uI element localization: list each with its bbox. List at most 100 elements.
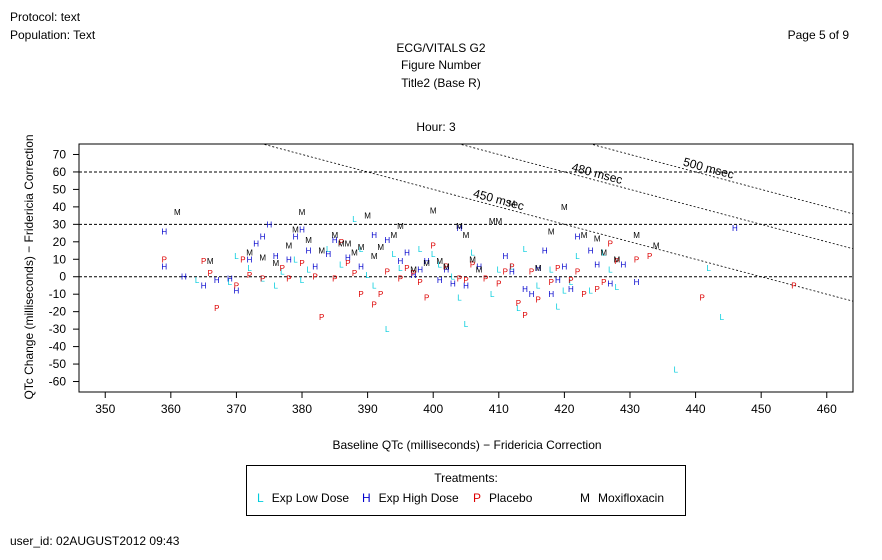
data-point-p: P	[601, 278, 606, 287]
data-point-h: H	[417, 266, 423, 275]
data-point-p: P	[299, 259, 304, 268]
data-point-m: M	[633, 231, 640, 240]
protocol-label: Protocol: text	[10, 10, 81, 24]
data-point-m: M	[397, 222, 404, 231]
data-point-m: M	[305, 236, 312, 245]
y-tick-label: 10	[53, 252, 67, 266]
data-point-m: M	[377, 243, 384, 252]
y-tick-label: 20	[53, 235, 67, 249]
data-point-h: H	[312, 262, 318, 271]
data-point-p: P	[201, 257, 206, 266]
data-point-l: L	[228, 278, 233, 287]
data-point-m: M	[272, 259, 279, 268]
data-point-p: P	[431, 241, 436, 250]
x-tick-label: 430	[620, 402, 640, 416]
data-point-l: L	[569, 278, 574, 287]
data-point-h: H	[443, 266, 449, 275]
data-point-h: H	[345, 254, 351, 263]
data-point-p: P	[595, 285, 600, 294]
y-tick-label: -10	[49, 287, 67, 301]
legend-label: Exp Low Dose	[271, 491, 350, 505]
data-point-h: H	[404, 248, 410, 257]
data-point-m: M	[174, 208, 181, 217]
legend-label: Placebo	[489, 491, 533, 505]
y-tick-label: 50	[53, 182, 67, 196]
data-point-l: L	[720, 313, 725, 322]
data-point-m: M	[345, 240, 352, 249]
legend-marker-l: L	[257, 491, 264, 505]
y-tick-label: 70	[53, 147, 67, 161]
data-point-p: P	[358, 290, 363, 299]
data-point-h: H	[732, 224, 738, 233]
data-point-p: P	[417, 278, 422, 287]
population-label: Population: Text	[10, 28, 96, 42]
data-point-m: M	[259, 254, 266, 263]
data-point-m: M	[207, 257, 214, 266]
data-point-m: M	[436, 257, 443, 266]
data-point-p: P	[424, 294, 429, 303]
data-point-l: L	[339, 261, 344, 270]
data-point-p: P	[208, 269, 213, 278]
y-tick-label: 60	[53, 165, 67, 179]
data-point-h: H	[542, 247, 548, 256]
y-tick-label: -30	[49, 322, 67, 336]
data-point-p: P	[568, 276, 573, 285]
data-point-l: L	[398, 264, 403, 273]
legend-marker-h: H	[362, 491, 371, 505]
legend-title: Treatments:	[434, 471, 498, 485]
x-tick-label: 370	[226, 402, 246, 416]
data-point-h: H	[398, 257, 404, 266]
x-tick-label: 410	[489, 402, 509, 416]
data-point-m: M	[495, 217, 502, 226]
data-point-m: M	[653, 241, 660, 250]
data-point-h: H	[476, 262, 482, 271]
x-tick-label: 390	[358, 402, 378, 416]
data-point-h: H	[548, 290, 554, 299]
data-point-l: L	[274, 281, 279, 290]
x-tick-label: 460	[817, 402, 837, 416]
y-tick-label: -60	[49, 375, 67, 389]
data-point-h: H	[588, 247, 594, 256]
legend-marker-m: M	[580, 491, 590, 505]
x-tick-label: 420	[554, 402, 574, 416]
data-point-p: P	[234, 281, 239, 290]
data-point-l: L	[352, 215, 357, 224]
data-point-h: H	[384, 236, 390, 245]
threshold-line	[589, 144, 853, 215]
data-point-p: P	[162, 255, 167, 264]
data-point-h: H	[594, 261, 600, 270]
data-point-h: H	[234, 287, 240, 296]
data-point-l: L	[516, 304, 521, 313]
data-point-l: L	[706, 264, 711, 273]
figure-number: Figure Number	[400, 58, 482, 72]
data-point-h: H	[260, 233, 266, 242]
data-point-m: M	[476, 266, 483, 275]
legend-marker-p: P	[473, 491, 482, 505]
data-point-p: P	[634, 255, 639, 264]
threshold-label: 500 msec	[682, 155, 736, 182]
data-point-p: P	[319, 313, 324, 322]
data-point-h: H	[634, 278, 640, 287]
data-point-h: H	[161, 262, 167, 271]
data-point-p: P	[385, 267, 390, 276]
data-point-p: P	[535, 295, 540, 304]
data-point-p: P	[608, 240, 613, 249]
data-point-l: L	[556, 302, 561, 311]
data-point-l: L	[234, 252, 239, 261]
y-axis-label: QTc Change (milliseconds) − Fridericia C…	[22, 134, 36, 399]
data-point-p: P	[614, 257, 619, 266]
data-point-p: P	[647, 252, 652, 261]
legend-item-high-dose: H Exp High Dose	[362, 491, 459, 505]
data-point-h: H	[201, 281, 207, 290]
y-tick-label: 30	[53, 217, 67, 231]
data-point-p: P	[411, 269, 416, 278]
data-point-l: L	[536, 281, 541, 290]
data-point-l: L	[431, 250, 436, 259]
data-point-p: P	[699, 294, 704, 303]
data-point-h: H	[293, 233, 299, 242]
data-point-m: M	[594, 234, 601, 243]
data-point-p: P	[240, 255, 245, 264]
y-tick-label: 0	[59, 270, 66, 284]
data-point-m: M	[410, 266, 417, 275]
data-point-m: M	[443, 262, 450, 271]
